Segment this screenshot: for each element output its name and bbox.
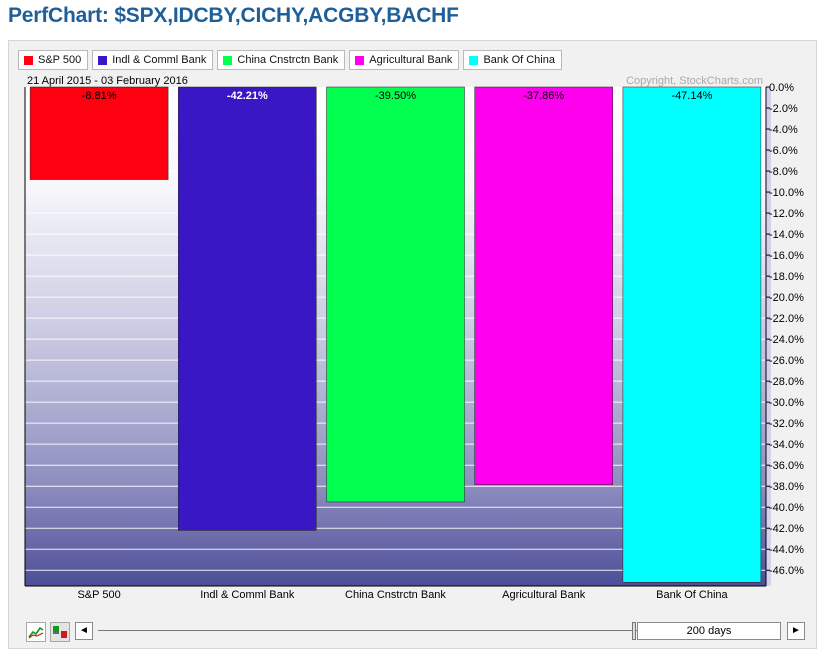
axis-strip — [766, 87, 771, 586]
scroll-right-button[interactable]: ► — [787, 622, 805, 640]
legend-item-china-cnstrctn-bank[interactable]: China Cnstrctn Bank — [217, 50, 346, 70]
scroll-thumb[interactable] — [632, 622, 636, 640]
legend-label: S&P 500 — [38, 54, 82, 66]
legend-item-bank-of-china[interactable]: Bank Of China — [463, 50, 562, 70]
bar[interactable] — [178, 86, 317, 531]
y-tick-label: -8.0% — [769, 166, 798, 178]
y-tick-label: -44.0% — [769, 544, 804, 556]
y-tick-label: -10.0% — [769, 187, 804, 199]
y-tick-label: -36.0% — [769, 460, 804, 472]
legend-label: Agricultural Bank — [369, 54, 453, 66]
legend-swatch — [469, 55, 479, 65]
days-range-field[interactable]: 200 days — [637, 622, 781, 640]
y-tick-label: -4.0% — [769, 124, 798, 136]
y-tick-label: -6.0% — [769, 145, 798, 157]
bar-value-label: -37.86% — [523, 90, 564, 102]
bars — [29, 86, 762, 583]
y-tick-label: -42.0% — [769, 523, 804, 535]
chart-title: PerfChart: $SPX,IDCBY,CICHY,ACGBY,BACHF — [8, 4, 459, 27]
legend-swatch — [24, 55, 33, 65]
scroll-left-button[interactable]: ◄ — [75, 622, 93, 640]
y-tick-label: -46.0% — [769, 565, 804, 577]
legend-label: Indl & Comml Bank — [112, 54, 207, 66]
y-tick-label: -2.0% — [769, 103, 798, 115]
y-tick-label: -28.0% — [769, 376, 804, 388]
bar-value-label: -8.81% — [82, 90, 117, 102]
y-tick-label: -30.0% — [769, 397, 804, 409]
scroll-track[interactable] — [98, 630, 638, 631]
legend: S&P 500 Indl & Comml Bank China Cnstrctn… — [18, 50, 562, 70]
x-axis-labels: S&P 500 Indl & Comml Bank China Cnstrctn B… — [77, 589, 728, 601]
x-category-label: Indl & Comml Bank — [200, 589, 295, 601]
bar[interactable] — [326, 86, 465, 503]
legend-item-agricultural-bank[interactable]: Agricultural Bank — [349, 50, 460, 70]
bar[interactable] — [622, 86, 762, 583]
y-tick-label: -22.0% — [769, 313, 804, 325]
x-category-label: S&P 500 — [77, 589, 120, 601]
date-range: 21 April 2015 - 03 February 2016 — [27, 75, 188, 87]
legend-item-indl-comml-bank[interactable]: Indl & Comml Bank — [92, 50, 214, 70]
y-tick-label: -34.0% — [769, 439, 804, 451]
bar-value-label: -42.21% — [227, 90, 268, 102]
y-tick-label: -14.0% — [769, 229, 804, 241]
y-tick-label: -24.0% — [769, 334, 804, 346]
x-category-label: China Cnstrctn Bank — [345, 589, 446, 601]
y-tick-label: 0.0% — [769, 82, 794, 94]
y-tick-label: -20.0% — [769, 292, 804, 304]
legend-swatch — [98, 55, 108, 65]
y-tick-label: -16.0% — [769, 250, 804, 262]
value-labels: -8.81% -42.21% -39.50% -37.86% -47.14% — [82, 90, 713, 102]
bar[interactable] — [474, 86, 613, 485]
copyright-text: Copyright, StockCharts.com — [626, 75, 763, 87]
y-tick-label: -26.0% — [769, 355, 804, 367]
bar[interactable] — [29, 86, 169, 180]
legend-swatch — [223, 55, 233, 65]
y-tick-label: -12.0% — [769, 208, 804, 220]
y-tick-label: -18.0% — [769, 271, 804, 283]
legend-label: China Cnstrctn Bank — [237, 54, 339, 66]
y-axis-ticks: 0.0% -2.0% -4.0% -6.0% -8.0% -10.0% -12.0% -14.… — [766, 82, 804, 577]
legend-swatch — [355, 55, 365, 65]
legend-item-sp500[interactable]: S&P 500 — [18, 50, 89, 70]
y-tick-label: -38.0% — [769, 481, 804, 493]
legend-label: Bank Of China — [483, 54, 555, 66]
bar-value-label: -39.50% — [375, 90, 416, 102]
bar-chart-icon[interactable] — [50, 622, 70, 642]
x-category-label: Bank Of China — [656, 589, 728, 601]
bar-value-label: -47.14% — [671, 90, 712, 102]
y-tick-label: -32.0% — [769, 418, 804, 430]
line-chart-icon[interactable] — [26, 622, 46, 642]
y-tick-label: -40.0% — [769, 502, 804, 514]
x-category-label: Agricultural Bank — [502, 589, 586, 601]
